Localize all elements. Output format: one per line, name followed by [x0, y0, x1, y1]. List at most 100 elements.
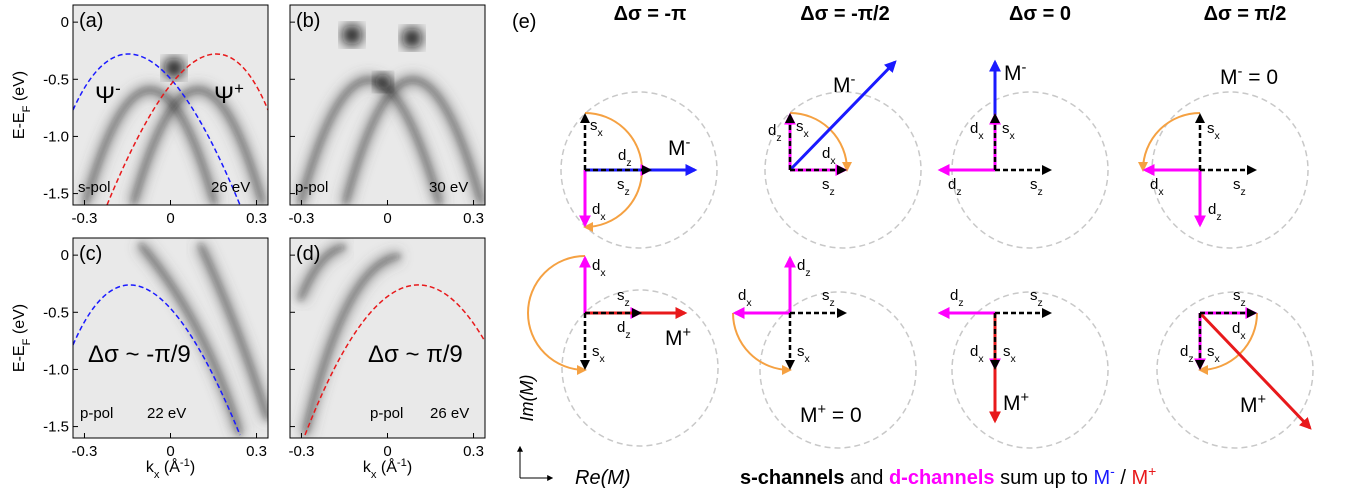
unit-circle: [764, 91, 922, 249]
vector-label: M-: [668, 135, 691, 160]
vector-panel: (e) Δσ = -π Δσ = -π/2 Δσ = 0 Δσ = π/2sxM-dzs…: [512, 3, 1314, 489]
vector-label-part: s: [1233, 176, 1241, 193]
annotation: 26 eV: [430, 405, 469, 422]
vector-label-part: s: [1233, 287, 1241, 304]
vector-label-part: +: [818, 402, 827, 418]
vector-label-part: M: [1004, 62, 1022, 85]
panel-letter: (b): [296, 10, 320, 32]
unit-circle: [561, 289, 719, 447]
x-tick-label: 0: [383, 210, 391, 227]
phase-arc: [1138, 112, 1201, 172]
y-tick-label: -1.0: [43, 361, 69, 378]
band-core: [198, 243, 268, 421]
vector-label-part: d: [970, 343, 978, 360]
model-band: [73, 284, 241, 436]
vector-label: M+ = 0: [800, 402, 862, 427]
arpes-panels: (a)Ψ- Ψ+s-pol 26 eV-0.3 0 0.30-0.5-1.0-1.5E-…: [11, 4, 486, 481]
vector-label-part: x: [1215, 130, 1221, 142]
x-tick-label: 0: [166, 443, 174, 460]
vector-label-part: x: [600, 267, 606, 279]
vector-label-part: d: [950, 287, 958, 304]
vector-label-part: z: [958, 297, 963, 309]
band-core: [83, 88, 217, 205]
arpes-image: [290, 238, 485, 438]
vector-label: dx: [1232, 320, 1246, 342]
vector-label-part: s: [822, 287, 830, 304]
caption-part: d-channels: [889, 467, 995, 489]
y-tick-label: -0.5: [43, 304, 69, 321]
vector-label: M+: [665, 325, 691, 350]
annotation: p-pol: [295, 179, 328, 196]
vector-label-part: z: [1038, 297, 1043, 309]
vector-label: sx: [797, 343, 811, 365]
vector-label-part: s: [617, 176, 625, 193]
x-axis-label-part: x: [154, 469, 160, 481]
vector-label-part: +: [1258, 392, 1267, 408]
vector-label: sz: [1233, 287, 1246, 309]
vector-label-part: s: [1003, 343, 1011, 360]
unit-circle: [951, 291, 1109, 449]
annotation: 26 eV: [211, 179, 250, 196]
vector-label-part: z: [1188, 353, 1193, 365]
unit-circle: [1156, 291, 1314, 449]
band-core: [298, 245, 346, 301]
unit-circle: [759, 291, 917, 449]
annotation-part: p-pol: [80, 405, 113, 422]
vector-label: dz: [1180, 343, 1194, 365]
column-title: Δσ = π/2: [1204, 3, 1287, 25]
x-tick-label: 0: [383, 443, 391, 460]
intensity-blob: [342, 25, 362, 45]
vector-label-part: s: [592, 343, 600, 360]
vector-label: sz: [822, 176, 835, 198]
vector-label: sz: [617, 176, 630, 198]
vector-label-part: s: [1207, 120, 1215, 137]
vector-label-part: d: [592, 201, 600, 218]
vector-label-part: +: [1021, 390, 1030, 406]
band-core: [298, 78, 442, 205]
vector-label-part: d: [797, 257, 805, 274]
vector-label: dx: [822, 145, 836, 167]
x-axis-label: Re(M): [575, 467, 631, 489]
vector-label-part: -: [686, 135, 691, 151]
vector-label-part: = 0: [826, 404, 862, 427]
annotation-part: 30 eV: [429, 179, 468, 196]
intensity-blob: [402, 28, 422, 48]
caption-part: -: [1110, 463, 1115, 479]
y-tick-label: 0: [61, 247, 69, 264]
x-axis-label-part: k: [363, 459, 372, 476]
x-tick-label: -0.3: [289, 210, 315, 227]
vector-label: dx: [592, 257, 606, 279]
vector-label: sz: [1030, 176, 1043, 198]
vector-label: sz: [617, 287, 630, 309]
vector-label-part: z: [625, 186, 630, 198]
vector-label: sz: [1233, 176, 1246, 198]
column-title: Δσ = -π: [614, 3, 687, 25]
sum-arrow: [1198, 311, 1312, 430]
x-tick-label: 0.3: [246, 210, 267, 227]
vector-label: M- = 0: [1220, 64, 1278, 89]
y-tick-label: -1.0: [43, 128, 69, 145]
column-title: Δσ = -π/2: [800, 3, 890, 25]
annotation-part: Δσ ~ -π/9: [88, 341, 191, 368]
vector-label-part: M: [1003, 392, 1021, 415]
vector-label-part: s: [617, 287, 625, 304]
vector-label-part: M: [800, 404, 818, 427]
vector-label-part: s: [590, 117, 598, 134]
vector-label-part: d: [592, 257, 600, 274]
vector-label-part: s: [1030, 287, 1038, 304]
vector-label-part: = 0: [1242, 66, 1278, 89]
vector-label-part: d: [822, 145, 830, 162]
vector-label-part: d: [617, 319, 625, 336]
y-axis-label: E-EF (eV): [11, 71, 33, 139]
vector-label-part: M: [1240, 394, 1258, 417]
vector-label-part: M: [668, 137, 686, 160]
x-axis-label-part: -1: [180, 457, 190, 469]
caption-part: M: [1132, 467, 1149, 489]
x-tick-label: -0.3: [72, 443, 98, 460]
annotation-part: +: [234, 79, 244, 98]
annotation-part: s-pol: [78, 179, 111, 196]
vector-label: sx: [1207, 343, 1221, 365]
y-axis-label: Im(M): [517, 375, 537, 422]
x-axis-label-part: ): [190, 459, 195, 476]
